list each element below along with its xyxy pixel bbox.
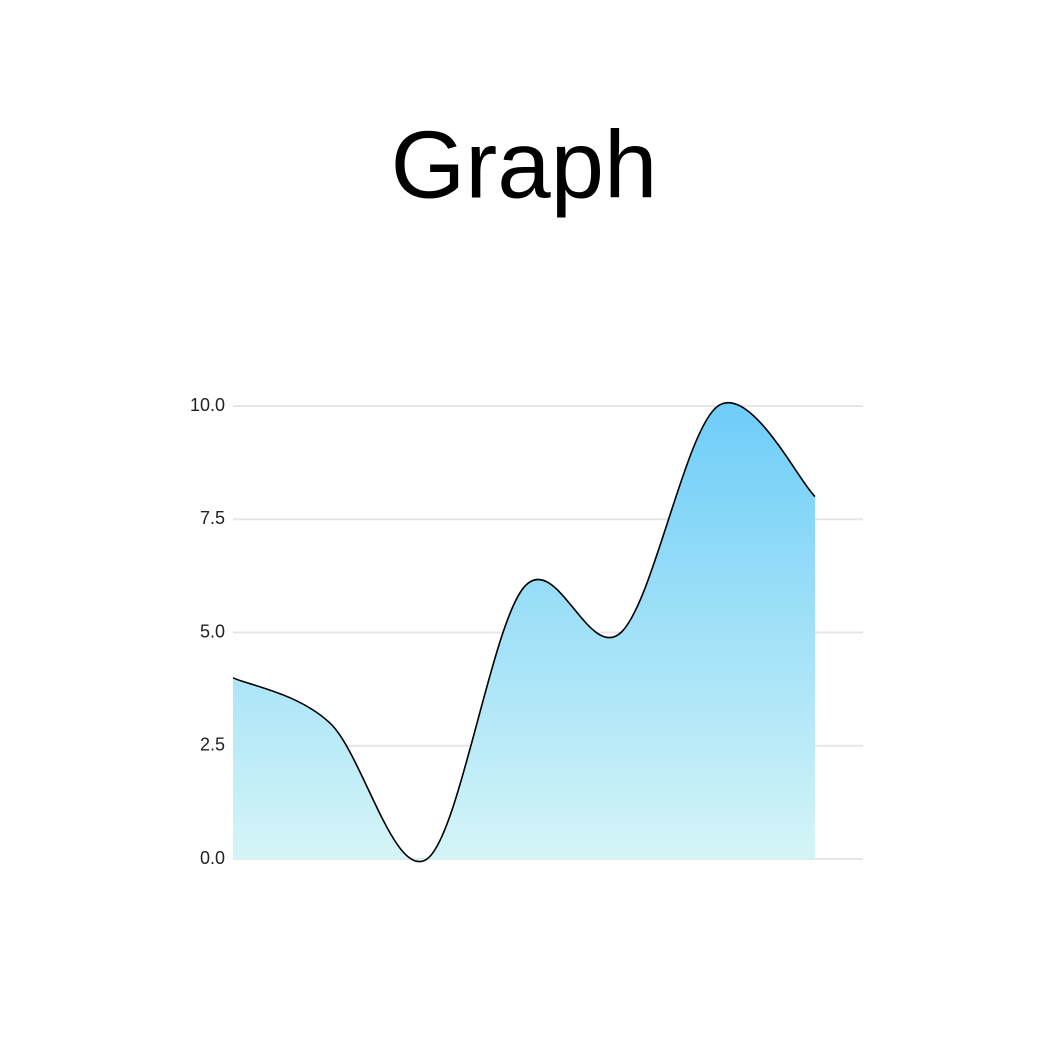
line (232, 402, 816, 863)
y-tick-label: 2.5 (200, 735, 225, 755)
chart-title: Graph (391, 111, 658, 218)
y-tick-label: 10.0 (190, 395, 225, 415)
y-tick-label: 7.5 (200, 508, 225, 528)
y-tick-label: 0.0 (200, 848, 225, 868)
y-tick-label: 5.0 (200, 621, 225, 641)
